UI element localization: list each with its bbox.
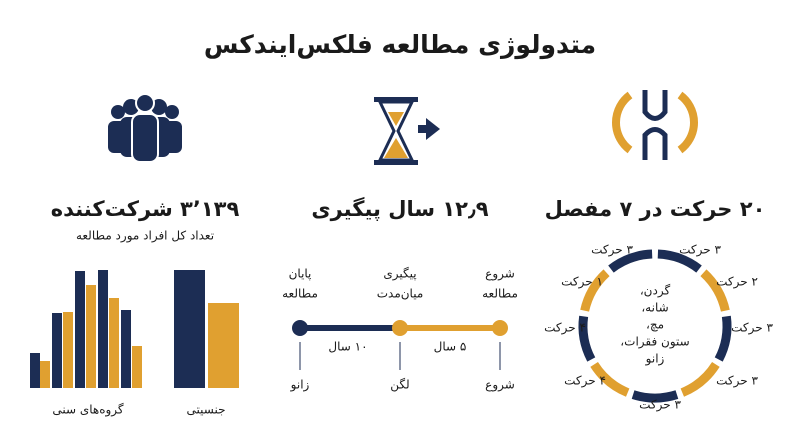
joints-headline: ۲۰ حرکت در ۷ مفصل: [545, 197, 766, 221]
ring-segment: [580, 269, 610, 312]
ring-segment: [714, 315, 732, 362]
milestone-label: مطالعه: [282, 287, 318, 301]
milestone-bottom: لگن: [390, 378, 409, 393]
joint-ring: [578, 249, 732, 403]
ring-center: ستون فقرات،: [620, 335, 689, 350]
interval-label: ۱۰ سال: [328, 340, 367, 354]
participants-subtitle: تعداد کل افراد مورد مطالعه: [76, 229, 214, 244]
ring-label: ۳ حرکت: [731, 321, 773, 336]
milestone-label: پایان: [289, 267, 312, 281]
age-bars: [30, 270, 142, 388]
title: متدولوژی مطالعه فلکس‌ایندکس: [204, 30, 596, 60]
interval-label: ۵ سال: [434, 340, 467, 354]
follow-up-headline: ۱۲٫۹ سال پیگیری: [311, 196, 488, 221]
ring-segment: [631, 390, 679, 403]
timeline: [292, 320, 508, 370]
ring-center: شانه،: [641, 301, 668, 315]
ring-label: ۳ حرکت: [639, 398, 681, 413]
ring-segment: [608, 249, 653, 273]
ring-segment: [590, 361, 630, 397]
ring-center: گردن،: [640, 284, 671, 299]
milestone-bottom: زانو: [290, 378, 310, 393]
milestone-label: شروع: [485, 267, 515, 282]
ring-center: مچ،: [646, 318, 664, 332]
milestone-bottom: شروع: [485, 378, 515, 393]
participants-headline: ۳٬۱۳۹ شرکت‌کننده: [51, 197, 240, 221]
joint-icon: [612, 90, 698, 160]
age-label: گروه‌های سنی: [52, 403, 124, 418]
hourglass-icon: [374, 97, 440, 165]
ring-segment: [700, 269, 730, 312]
gender-label: جنسیتی: [187, 403, 226, 417]
ring-label: ۳ حرکت: [679, 243, 721, 258]
people-icon: [108, 93, 182, 163]
ring-segment: [578, 315, 596, 362]
ring-segment: [657, 249, 702, 273]
ring-label: ۱ حرکت: [561, 275, 603, 290]
milestone-label: مطالعه: [482, 287, 518, 301]
ring-label: ۴ حرکت: [544, 321, 586, 336]
ring-label: ۲ حرکت: [716, 275, 758, 290]
ring-label: ۳ حرکت: [716, 374, 758, 389]
gender-bars: [174, 270, 239, 388]
ring-label: ۴ حرکت: [564, 374, 606, 389]
ring-center: زانو: [645, 352, 665, 367]
milestone-label: میان‌مدت: [377, 287, 424, 301]
ring-label: ۳ حرکت: [591, 243, 633, 258]
milestone-label: پیگیری: [383, 267, 416, 282]
ring-segment: [680, 361, 720, 397]
